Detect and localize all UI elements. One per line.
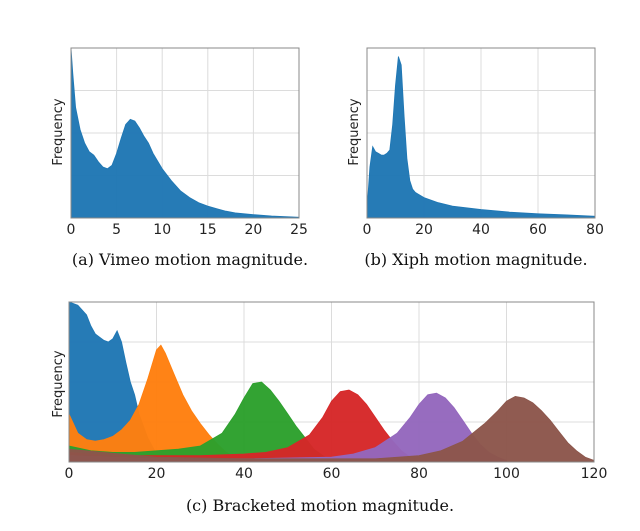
axes-a <box>70 47 300 219</box>
plot-area-c: 0 20 40 60 80 100 120 <box>65 301 608 482</box>
y-axis-label-a: Frequency <box>51 98 66 165</box>
y-axis-label-b: Frequency <box>347 98 362 165</box>
x-tick-label-60: 60 <box>323 466 341 482</box>
series-c <box>68 301 595 463</box>
plot-area-b: 0 20 40 60 80 <box>363 47 604 238</box>
x-tick-label-20: 20 <box>148 466 166 482</box>
x-tick-label-5: 5 <box>112 222 121 238</box>
axes-frame <box>366 47 596 219</box>
chart-xiph: 0 20 40 60 80 Frequency <box>347 47 604 238</box>
x-tick-label-40: 40 <box>235 466 253 482</box>
series-a <box>70 47 300 219</box>
series-area-xiph <box>366 56 596 219</box>
chart-bracketed: 0 20 40 60 80 100 120 Frequency <box>51 301 608 482</box>
x-tick-label-80: 80 <box>586 222 604 238</box>
x-tick-label-15: 15 <box>199 222 217 238</box>
axes-c <box>68 301 595 463</box>
x-tick-label-80: 80 <box>410 466 428 482</box>
x-tick-label-100: 100 <box>493 466 520 482</box>
axes-b <box>366 47 596 219</box>
x-tick-label-60: 60 <box>529 222 547 238</box>
series-area-vimeo <box>70 47 300 219</box>
chart-vimeo: 0 5 10 15 20 25 Frequency <box>51 47 308 238</box>
x-tick-label-25: 25 <box>290 222 308 238</box>
x-tick-label-0: 0 <box>65 466 74 482</box>
caption-b: (b) Xiph motion magnitude. <box>364 250 588 269</box>
x-tick-label-40: 40 <box>472 222 490 238</box>
x-tick-label-0: 0 <box>363 222 372 238</box>
x-tick-label-0: 0 <box>67 222 76 238</box>
caption-c: (c) Bracketed motion magnitude. <box>185 496 455 515</box>
series-b <box>366 56 596 219</box>
y-axis-label-c: Frequency <box>51 350 66 417</box>
series-area-bracket-100-120 <box>68 395 595 463</box>
x-tick-label-120: 120 <box>581 466 608 482</box>
ticks-b: 0 20 40 60 80 <box>363 222 604 238</box>
x-tick-label-20: 20 <box>415 222 433 238</box>
ticks-a: 0 5 10 15 20 25 <box>67 222 308 238</box>
x-tick-label-20: 20 <box>244 222 262 238</box>
x-tick-label-10: 10 <box>153 222 171 238</box>
ticks-c: 0 20 40 60 80 100 120 <box>65 466 608 482</box>
axes-frame <box>68 301 595 463</box>
axes-frame <box>70 47 300 219</box>
plot-area-a: 0 5 10 15 20 25 <box>67 47 308 238</box>
caption-a: (a) Vimeo motion magnitude. <box>71 250 309 269</box>
